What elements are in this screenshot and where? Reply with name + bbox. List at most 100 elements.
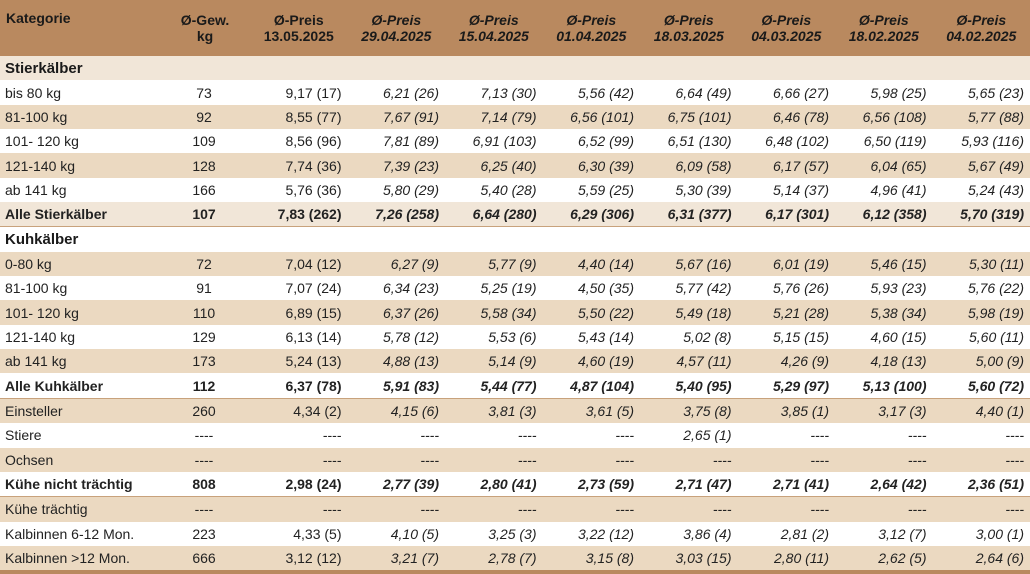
header-kategorie: Kategorie — [0, 0, 160, 56]
row-preis: ---- — [543, 497, 641, 522]
row-preis: 5,98 (19) — [933, 300, 1030, 324]
header-date: 04.03.2025 — [751, 28, 821, 44]
row-preis: 6,46 (78) — [738, 105, 836, 129]
row-preis: 3,12 (12) — [250, 546, 348, 570]
row-preis: 5,40 (95) — [640, 373, 738, 398]
row-preis: 6,56 (101) — [543, 105, 641, 129]
row-preis: 2,64 (42) — [835, 472, 933, 497]
header-date: 18.02.2025 — [849, 28, 919, 44]
row-preis: ---- — [250, 423, 348, 447]
row-preis: 2,77 (39) — [348, 472, 446, 497]
row-preis: 6,17 (57) — [738, 153, 836, 177]
row-preis: 3,85 (1) — [738, 398, 836, 423]
row-gewicht: 110 — [160, 300, 250, 324]
row-kategorie: 121-140 kg — [0, 153, 160, 177]
row-preis: 6,56 (108) — [835, 105, 933, 129]
row-preis: 2,80 (11) — [738, 546, 836, 570]
row-preis: 5,44 (77) — [445, 373, 543, 398]
row-preis: 7,04 (12) — [250, 252, 348, 276]
row-preis: 5,93 (23) — [835, 276, 933, 300]
row-preis: ---- — [835, 497, 933, 522]
row-preis: 6,21 (26) — [348, 80, 446, 104]
row-preis: 4,96 (41) — [835, 178, 933, 202]
row-preis: 6,50 (119) — [835, 129, 933, 153]
row-preis: 3,81 (3) — [445, 398, 543, 423]
row-preis: 5,53 (6) — [445, 325, 543, 349]
header-gewicht: Ø-Gew.kg — [160, 0, 250, 56]
row-preis: 6,17 (301) — [738, 202, 836, 227]
row-preis: 2,78 (7) — [445, 546, 543, 570]
row-preis: 5,77 (42) — [640, 276, 738, 300]
row-preis: 9,17 (17) — [250, 80, 348, 104]
row-preis: ---- — [445, 448, 543, 472]
row-preis: ---- — [640, 448, 738, 472]
row-preis: ---- — [348, 497, 446, 522]
row-preis: 2,71 (47) — [640, 472, 738, 497]
row-preis: 5,50 (22) — [543, 300, 641, 324]
row-preis: 6,66 (27) — [738, 80, 836, 104]
header-date: 29.04.2025 — [361, 28, 431, 44]
row-preis: ---- — [933, 448, 1030, 472]
row-preis: 2,71 (41) — [738, 472, 836, 497]
header-preis-label: Ø-Preis — [469, 12, 519, 28]
header-preis-label: Ø-Preis — [664, 12, 714, 28]
row-kategorie: 101- 120 kg — [0, 129, 160, 153]
row-preis: 2,64 (6) — [933, 546, 1030, 570]
row-preis: 3,75 (8) — [640, 398, 738, 423]
row-preis: 5,30 (11) — [933, 252, 1030, 276]
row-preis: 6,64 (280) — [445, 202, 543, 227]
row-gewicht: 166 — [160, 178, 250, 202]
row-gewicht: 173 — [160, 349, 250, 373]
row-preis: 5,65 (23) — [933, 80, 1030, 104]
row-preis: 5,76 (26) — [738, 276, 836, 300]
row-preis: 3,22 (12) — [543, 522, 641, 546]
row-gewicht: 73 — [160, 80, 250, 104]
row-preis: 7,14 (79) — [445, 105, 543, 129]
row-preis: ---- — [835, 423, 933, 447]
row-gewicht: 260 — [160, 398, 250, 423]
row-preis: ---- — [738, 423, 836, 447]
header-gewicht-line1: Ø-Gew. — [181, 12, 230, 28]
row-preis: ---- — [250, 497, 348, 522]
row-preis: ---- — [348, 448, 446, 472]
row-preis: 6,31 (377) — [640, 202, 738, 227]
row-preis: 6,25 (40) — [445, 153, 543, 177]
row-preis: 3,03 (15) — [640, 546, 738, 570]
row-preis: 5,00 (9) — [933, 349, 1030, 373]
header-date: 13.05.2025 — [264, 28, 334, 44]
header-date: 18.03.2025 — [654, 28, 724, 44]
row-preis: 5,91 (83) — [348, 373, 446, 398]
header-preis-label: Ø-Preis — [371, 12, 421, 28]
row-preis: ---- — [250, 448, 348, 472]
row-preis: 5,24 (13) — [250, 349, 348, 373]
row-preis: 5,76 (22) — [933, 276, 1030, 300]
row-kategorie: Kühe nicht trächtig — [0, 472, 160, 497]
row-preis: 5,76 (36) — [250, 178, 348, 202]
row-preis: 6,09 (58) — [640, 153, 738, 177]
row-preis: 5,25 (19) — [445, 276, 543, 300]
header-date: 01.04.2025 — [556, 28, 626, 44]
row-preis: 5,60 (11) — [933, 325, 1030, 349]
section-label: Stierkälber — [0, 56, 1030, 80]
row-preis: 5,14 (9) — [445, 349, 543, 373]
row-kategorie: ab 141 kg — [0, 349, 160, 373]
header-gewicht-line2: kg — [197, 28, 213, 44]
row-preis: 5,43 (14) — [543, 325, 641, 349]
row-preis: ---- — [445, 423, 543, 447]
row-gewicht: 223 — [160, 522, 250, 546]
row-preis: 4,15 (6) — [348, 398, 446, 423]
row-preis: 4,40 (14) — [543, 252, 641, 276]
